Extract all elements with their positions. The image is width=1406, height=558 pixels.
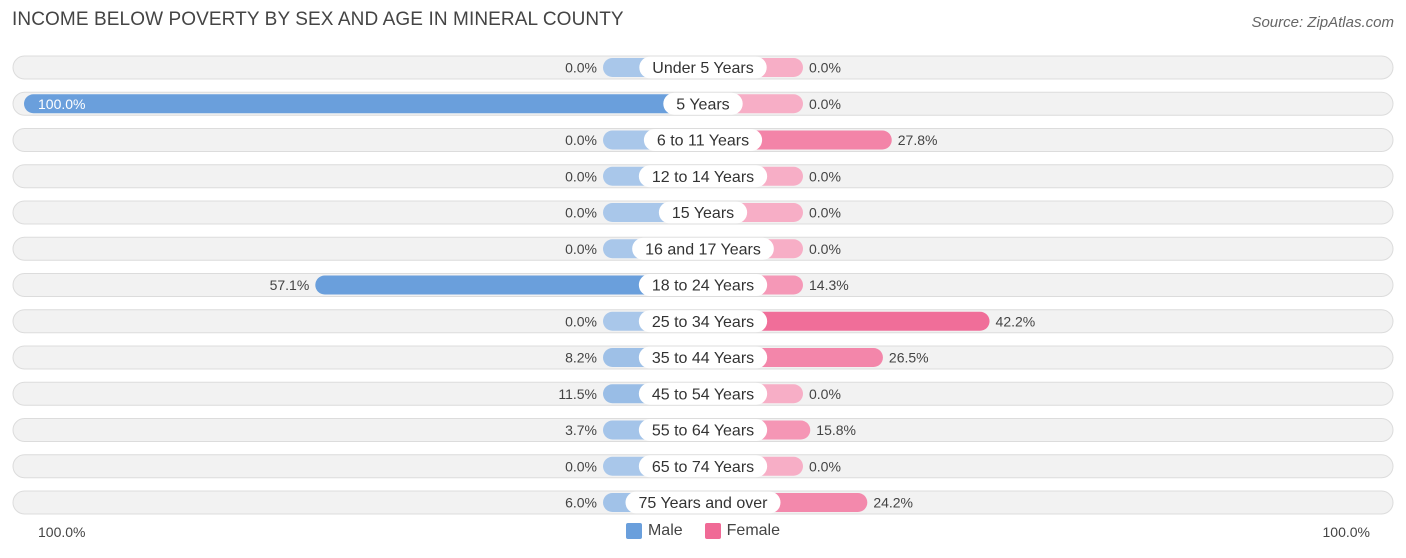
category-label: 65 to 74 Years bbox=[652, 459, 754, 476]
category-label: 75 Years and over bbox=[639, 495, 769, 512]
chart-row: 15 Years 0.0% 0.0% bbox=[12, 200, 1394, 225]
value-label-female: 24.2% bbox=[873, 495, 913, 511]
chart-row: 5 Years 100.0% 0.0% bbox=[12, 91, 1394, 116]
category-label: 35 to 44 Years bbox=[652, 350, 754, 367]
value-label-male: 0.0% bbox=[565, 132, 597, 148]
category-label-pill bbox=[643, 129, 763, 151]
value-label-male: 0.0% bbox=[565, 241, 597, 257]
category-label: 25 to 34 Years bbox=[652, 314, 754, 331]
legend-swatch-female bbox=[704, 523, 721, 539]
category-label: 12 to 14 Years bbox=[652, 169, 754, 186]
category-label: 15 Years bbox=[672, 205, 734, 222]
chart-row: 25 to 34 Years 0.0% 42.2% bbox=[12, 309, 1394, 334]
value-label-male: 0.0% bbox=[565, 313, 597, 329]
value-label-female: 15.8% bbox=[816, 422, 856, 438]
legend-item-female: Female bbox=[704, 522, 781, 540]
category-label-pill bbox=[638, 310, 768, 333]
category-label-pill bbox=[638, 346, 768, 369]
bar-female bbox=[703, 311, 990, 331]
category-label-pill bbox=[625, 491, 781, 514]
chart-title: Income Below Poverty by Sex and Age in M… bbox=[12, 9, 624, 30]
category-label: 45 to 54 Years bbox=[652, 386, 754, 403]
category-label-pill bbox=[638, 419, 768, 441]
category-label: Under 5 Years bbox=[652, 60, 753, 77]
category-label-pill bbox=[638, 382, 768, 405]
value-label-female: 0.0% bbox=[809, 205, 841, 221]
value-label-male: 6.0% bbox=[565, 495, 597, 511]
category-label: 55 to 64 Years bbox=[652, 423, 754, 440]
value-label-female: 14.3% bbox=[809, 277, 849, 293]
chart-row: 45 to 54 Years 11.5% 0.0% bbox=[12, 381, 1394, 406]
value-label-male: 0.0% bbox=[565, 168, 597, 184]
category-label-pill bbox=[663, 92, 743, 115]
value-label-female: 42.2% bbox=[996, 313, 1036, 329]
category-label-pill bbox=[632, 237, 774, 260]
bar-male bbox=[24, 94, 703, 114]
value-label-male: 100.0% bbox=[38, 96, 85, 112]
category-label: 5 Years bbox=[676, 96, 729, 113]
source-credit: Source: ZipAtlas.com bbox=[1251, 14, 1394, 31]
category-label: 16 and 17 Years bbox=[645, 241, 761, 258]
value-label-male: 57.1% bbox=[270, 277, 310, 293]
value-label-female: 0.0% bbox=[809, 96, 841, 112]
value-label-male: 8.2% bbox=[565, 350, 597, 366]
category-label-pill bbox=[638, 274, 768, 296]
category-label: 18 to 24 Years bbox=[652, 278, 754, 295]
value-label-male: 0.0% bbox=[565, 458, 597, 474]
category-label-pill bbox=[658, 201, 748, 224]
chart-row: 35 to 44 Years 8.2% 26.5% bbox=[12, 345, 1394, 370]
value-label-male: 0.0% bbox=[565, 60, 597, 76]
chart-row: 65 to 74 Years 0.0% 0.0% bbox=[12, 454, 1394, 479]
chart-row: 75 Years and over 6.0% 24.2% bbox=[12, 490, 1394, 515]
value-label-male: 3.7% bbox=[565, 422, 597, 438]
chart-row: 12 to 14 Years 0.0% 0.0% bbox=[12, 164, 1394, 189]
value-label-female: 0.0% bbox=[809, 386, 841, 402]
legend-label-male: Male bbox=[647, 522, 683, 539]
value-label-female: 0.0% bbox=[809, 60, 841, 76]
axis-left-label: 100.0% bbox=[38, 524, 86, 540]
legend-swatch-male bbox=[625, 523, 642, 539]
legend: Male Female bbox=[0, 522, 1406, 540]
category-label-pill bbox=[639, 56, 767, 79]
category-label-pill bbox=[638, 455, 768, 478]
value-label-female: 0.0% bbox=[809, 168, 841, 184]
value-label-female: 27.8% bbox=[898, 132, 938, 148]
chart-row: 16 and 17 Years 0.0% 0.0% bbox=[12, 236, 1394, 261]
chart-row: 6 to 11 Years 0.0% 27.8% bbox=[12, 128, 1394, 152]
bar-male bbox=[315, 275, 703, 295]
value-label-female: 26.5% bbox=[889, 350, 929, 366]
category-label: 6 to 11 Years bbox=[657, 133, 749, 150]
value-label-female: 0.0% bbox=[809, 241, 841, 257]
legend-item-male: Male bbox=[625, 522, 683, 540]
chart-row: 55 to 64 Years 3.7% 15.8% bbox=[12, 418, 1394, 442]
chart-row: Under 5 Years 0.0% 0.0% bbox=[12, 55, 1394, 80]
value-label-male: 0.0% bbox=[565, 205, 597, 221]
category-label-pill bbox=[638, 165, 768, 188]
chart-row: 18 to 24 Years 57.1% 14.3% bbox=[12, 273, 1394, 297]
axis-right-label: 100.0% bbox=[1322, 524, 1370, 540]
value-label-male: 11.5% bbox=[558, 386, 597, 402]
value-label-female: 0.0% bbox=[809, 458, 841, 474]
legend-label-female: Female bbox=[726, 522, 781, 539]
